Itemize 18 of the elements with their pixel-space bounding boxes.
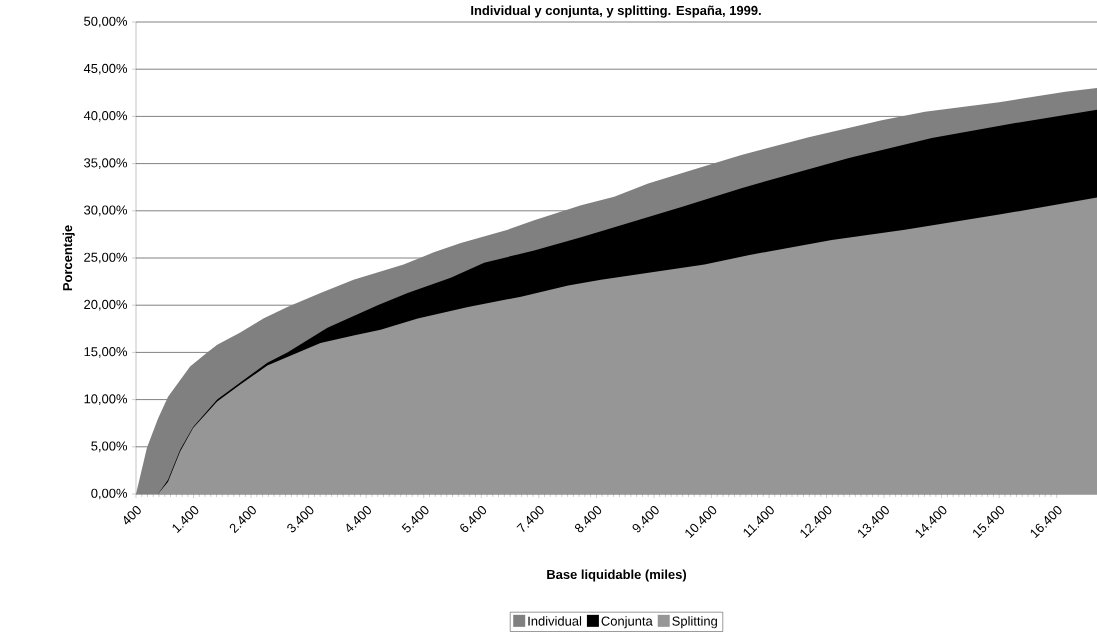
y-tick-label: 10,00% bbox=[84, 394, 128, 405]
y-tick-label: 30,00% bbox=[84, 205, 128, 217]
legend-label: Splitting bbox=[672, 616, 717, 629]
y-tick-label: 5,00% bbox=[91, 441, 128, 453]
legend-label: Individual bbox=[528, 616, 582, 626]
x-tick-label: 400 bbox=[123, 506, 141, 525]
y-tick-label: 45,00% bbox=[83, 63, 128, 75]
chart-title: Individual y conjunta, y splitting. España, 1999. bbox=[471, 5, 761, 18]
legend-label: Conjunta bbox=[601, 616, 653, 629]
y-tick-label: 0,00% bbox=[91, 488, 128, 500]
y-tick-label: 20,00% bbox=[84, 299, 128, 311]
y-tick-label: 25,00% bbox=[84, 252, 128, 264]
y-tick-label: 40,00% bbox=[83, 111, 128, 122]
y-axis-title: Porcentaje bbox=[62, 225, 75, 291]
y-tick-label: 35,00% bbox=[84, 158, 128, 169]
y-tick-label: 50,00% bbox=[84, 16, 128, 28]
y-tick-label: 15,00% bbox=[84, 347, 128, 358]
x-axis-title: Base liquidable (miles) bbox=[547, 569, 687, 582]
